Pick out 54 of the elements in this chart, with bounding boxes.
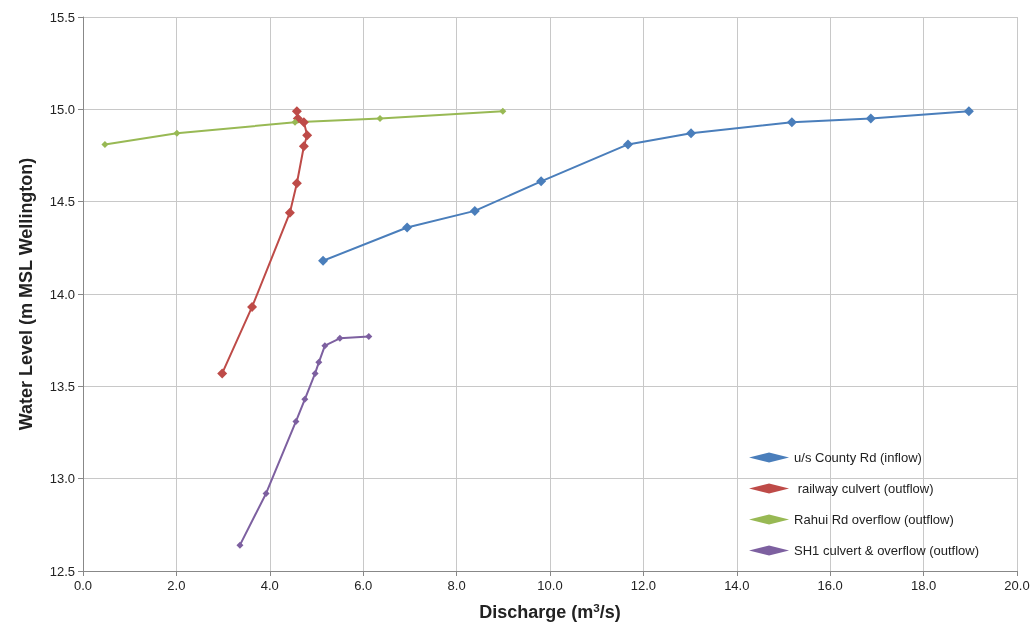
- point: [292, 417, 300, 425]
- y-tick-label: 14.0: [49, 286, 75, 302]
- point: [686, 128, 697, 139]
- point: [298, 141, 309, 152]
- point: [247, 301, 258, 312]
- point: [301, 395, 309, 403]
- point: [402, 222, 413, 233]
- point: [336, 334, 344, 342]
- x-tick-label: 14.0: [724, 578, 750, 593]
- legend-label: u/s County Rd (inflow): [794, 450, 922, 465]
- y-tick-label: 14.5: [49, 194, 75, 210]
- point: [865, 113, 876, 124]
- x-tick-label: 16.0: [817, 578, 843, 593]
- point: [311, 369, 319, 377]
- point: [786, 117, 797, 128]
- y-tick-label: 12.5: [49, 563, 75, 579]
- x-tick-label: 6.0: [354, 578, 373, 593]
- x-tick-label: 20.0: [1004, 578, 1030, 593]
- point: [365, 332, 373, 340]
- point: [291, 106, 302, 117]
- point: [321, 342, 329, 350]
- y-tick-label: 15.5: [49, 9, 75, 25]
- point: [499, 107, 507, 115]
- point: [963, 106, 974, 117]
- point: [318, 255, 329, 266]
- legend-label: Rahui Rd overflow (outflow): [794, 512, 954, 527]
- point: [236, 541, 244, 549]
- point: [284, 207, 295, 218]
- y-tick-label: 13.5: [49, 378, 75, 394]
- point: [622, 139, 633, 150]
- x-tick-label: 4.0: [260, 578, 279, 593]
- y-tick-label: 13.0: [49, 471, 75, 487]
- y-tick-label: 15.0: [49, 101, 75, 117]
- x-tick-label: 8.0: [447, 578, 466, 593]
- x-tick-label: 0.0: [73, 578, 93, 593]
- point: [536, 176, 547, 187]
- point: [262, 489, 270, 497]
- point: [376, 115, 384, 123]
- point: [469, 205, 480, 216]
- point: [298, 117, 309, 128]
- point: [315, 358, 323, 366]
- point: [173, 129, 181, 137]
- point: [101, 140, 109, 148]
- x-tick-label: 12.0: [630, 578, 657, 593]
- x-tick-label: 18.0: [910, 578, 937, 593]
- point: [217, 368, 228, 379]
- point: [302, 130, 313, 141]
- x-tick-label: 2.0: [167, 578, 186, 593]
- point: [291, 118, 299, 126]
- legend-label: SH1 culvert & overflow (outflow): [794, 543, 979, 558]
- x-tick-label: 10.0: [537, 578, 563, 593]
- y-axis-title: Water Level (m MSL Wellington): [16, 157, 36, 431]
- point: [291, 178, 302, 189]
- legend-label: railway culvert (outflow): [794, 481, 934, 496]
